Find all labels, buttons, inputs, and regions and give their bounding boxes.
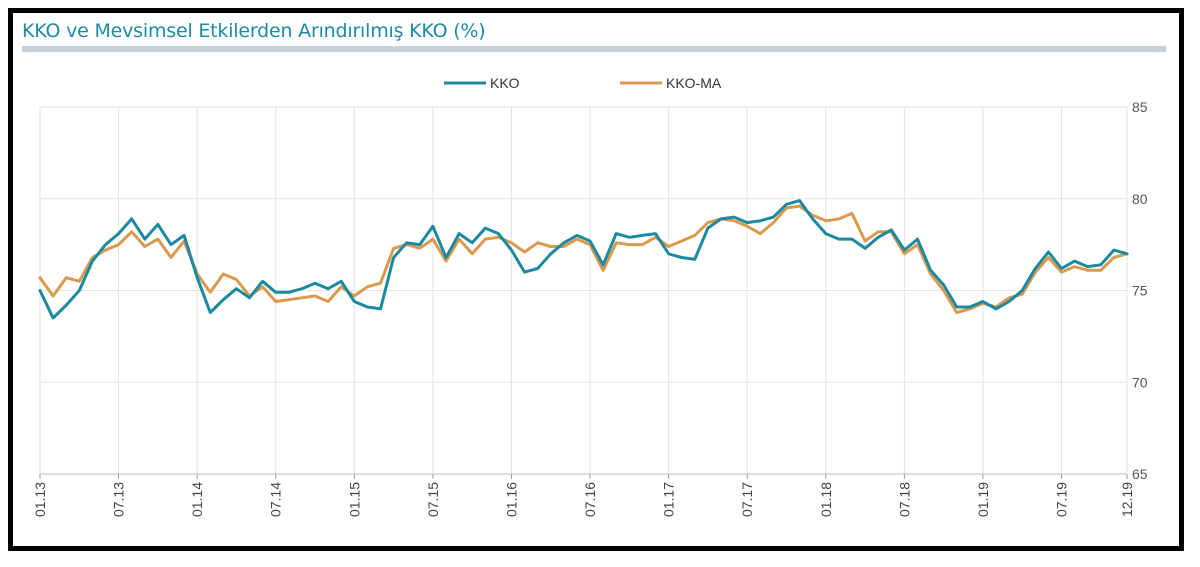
y-tick-label: 80 bbox=[1132, 191, 1148, 207]
x-tick-label: 01.19 bbox=[975, 482, 991, 517]
chart-title: KKO ve Mevsimsel Etkilerden Arındırılmış… bbox=[22, 20, 486, 42]
x-tick-label: 01.16 bbox=[503, 482, 519, 517]
x-tick-label: 12.19 bbox=[1119, 482, 1135, 517]
x-tick-label: 01.14 bbox=[189, 482, 205, 517]
y-tick-label: 85 bbox=[1132, 99, 1148, 115]
x-tick-label: 07.19 bbox=[1054, 482, 1070, 517]
series-line-kko-ma bbox=[38, 204, 1129, 314]
x-tick-label: 07.17 bbox=[739, 482, 755, 517]
title-underline bbox=[22, 46, 1166, 52]
x-tick-label: 07.13 bbox=[111, 482, 127, 517]
y-tick-label: 70 bbox=[1132, 374, 1148, 390]
x-tick-label: 01.18 bbox=[818, 482, 834, 517]
y-tick-label: 75 bbox=[1132, 283, 1148, 299]
x-tick-label: 07.14 bbox=[268, 482, 284, 517]
x-tick-label: 07.15 bbox=[425, 482, 441, 517]
legend-label: KKO bbox=[490, 75, 520, 91]
x-tick-label: 01.13 bbox=[32, 482, 48, 517]
chart-frame bbox=[8, 8, 1184, 551]
legend-label: KKO-MA bbox=[666, 75, 722, 91]
x-tick-label: 01.17 bbox=[661, 482, 677, 517]
x-tick-label: 01.15 bbox=[346, 482, 362, 517]
series-line-kko bbox=[38, 199, 1129, 320]
x-tick-label: 07.16 bbox=[582, 482, 598, 517]
x-tick-label: 07.18 bbox=[896, 482, 912, 517]
y-tick-label: 65 bbox=[1132, 466, 1148, 482]
